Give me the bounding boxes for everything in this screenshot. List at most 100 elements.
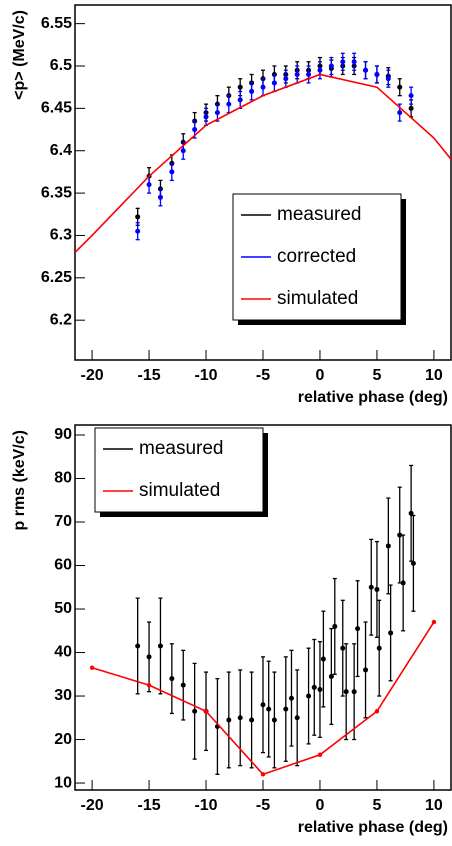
point — [408, 93, 414, 99]
x-axis-title: relative phase (deg) — [298, 819, 448, 836]
point — [340, 59, 346, 65]
point — [385, 543, 391, 549]
legend-label: simulated — [139, 480, 220, 501]
legend-label: corrected — [277, 246, 356, 267]
point — [376, 645, 382, 651]
point — [294, 71, 300, 77]
x-tick-label: -10 — [194, 797, 217, 814]
x-tick-label: -20 — [81, 367, 104, 384]
point — [351, 59, 357, 65]
y-tick-label: 6.55 — [41, 15, 72, 32]
point — [306, 71, 312, 77]
point — [317, 687, 323, 693]
point — [169, 676, 175, 682]
point — [266, 706, 272, 712]
point — [192, 127, 198, 133]
point — [157, 643, 163, 649]
y-tick-label: 30 — [54, 687, 72, 704]
x-tick-label: -15 — [137, 367, 160, 384]
x-tick-label: 5 — [372, 797, 381, 814]
point — [283, 76, 289, 82]
point — [400, 580, 406, 586]
y-tick-label: 70 — [54, 513, 72, 530]
point — [237, 715, 243, 721]
y-tick-label: 6.45 — [41, 100, 72, 117]
point — [311, 684, 317, 690]
x-tick-label: 5 — [372, 367, 381, 384]
line — [75, 73, 451, 253]
x-tick-label: -15 — [137, 797, 160, 814]
point — [408, 105, 414, 111]
point — [340, 645, 346, 651]
plot-area — [75, 52, 451, 253]
y-tick-label: 6.25 — [41, 269, 72, 286]
point — [374, 709, 380, 714]
point — [271, 717, 277, 723]
point — [368, 584, 374, 590]
point — [260, 84, 266, 90]
point — [317, 752, 323, 757]
point — [288, 695, 294, 701]
point — [355, 626, 361, 632]
point — [260, 772, 266, 777]
point — [306, 693, 312, 699]
point — [135, 228, 141, 234]
point — [320, 656, 326, 662]
point — [408, 510, 414, 516]
point — [283, 706, 289, 712]
point — [192, 708, 198, 714]
point — [214, 110, 220, 116]
y-tick-label: 6.5 — [50, 57, 72, 74]
point — [363, 667, 369, 673]
x-tick-label: -5 — [256, 367, 270, 384]
point — [226, 717, 232, 723]
point — [397, 532, 403, 538]
y-axis-title: p rms (keV/c) — [11, 430, 28, 530]
point — [237, 84, 243, 90]
x-tick-label: 10 — [425, 797, 443, 814]
x-tick-label: -20 — [81, 797, 104, 814]
point — [89, 665, 95, 670]
point — [169, 169, 175, 175]
point — [374, 586, 380, 592]
point — [397, 84, 403, 90]
y-tick-label: 6.4 — [50, 142, 72, 159]
y-tick-label: 90 — [54, 426, 72, 443]
y-axis-title: <p> (MeV/c) — [11, 10, 28, 100]
point — [332, 623, 338, 629]
point — [397, 110, 403, 116]
point — [388, 630, 394, 636]
point — [249, 717, 255, 723]
point — [271, 80, 277, 86]
x-axis-title: relative phase (deg) — [298, 389, 448, 406]
point — [343, 689, 349, 695]
y-tick-label: 60 — [54, 557, 72, 574]
point — [146, 182, 152, 188]
point — [328, 673, 334, 679]
y-tick-label: 40 — [54, 644, 72, 661]
point — [146, 682, 152, 688]
point — [260, 702, 266, 708]
y-tick-label: 6.2 — [50, 311, 72, 328]
point — [226, 101, 232, 107]
x-tick-label: 10 — [425, 367, 443, 384]
x-tick-label: -10 — [194, 367, 217, 384]
point — [157, 194, 163, 200]
point — [180, 148, 186, 154]
y-tick-label: 80 — [54, 470, 72, 487]
point — [203, 114, 209, 120]
point — [317, 67, 323, 73]
point — [431, 619, 437, 625]
point — [328, 63, 334, 69]
y-tick-label: 20 — [54, 731, 72, 748]
point — [294, 715, 300, 721]
legend-label: simulated — [277, 288, 358, 309]
point — [249, 88, 255, 94]
point — [363, 67, 369, 73]
y-tick-label: 6.35 — [41, 184, 72, 201]
point — [135, 643, 141, 649]
point — [237, 97, 243, 103]
y-tick-label: 6.3 — [50, 227, 72, 244]
